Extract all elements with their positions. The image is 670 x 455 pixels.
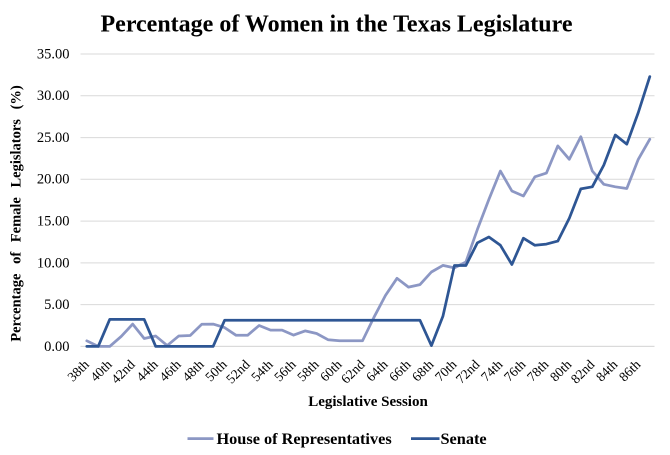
svg-text:30.00: 30.00 bbox=[37, 88, 70, 104]
svg-text:Percentage of Women in the Tex: Percentage of Women in the Texas Legisla… bbox=[101, 11, 573, 37]
svg-text:15.00: 15.00 bbox=[37, 214, 70, 230]
svg-text:0.00: 0.00 bbox=[44, 339, 69, 355]
svg-text:Legislative Session: Legislative Session bbox=[308, 394, 428, 410]
svg-text:10.00: 10.00 bbox=[37, 255, 70, 271]
svg-text:25.00: 25.00 bbox=[37, 130, 70, 146]
svg-text:5.00: 5.00 bbox=[44, 297, 69, 313]
svg-text:35.00: 35.00 bbox=[37, 46, 70, 62]
svg-text:Senate: Senate bbox=[441, 429, 487, 448]
svg-text:Percentage of Female Legislato: Percentage of Female Legislators (%) bbox=[9, 85, 25, 342]
svg-text:20.00: 20.00 bbox=[37, 172, 70, 188]
svg-text:House of Representatives: House of Representatives bbox=[217, 429, 392, 448]
